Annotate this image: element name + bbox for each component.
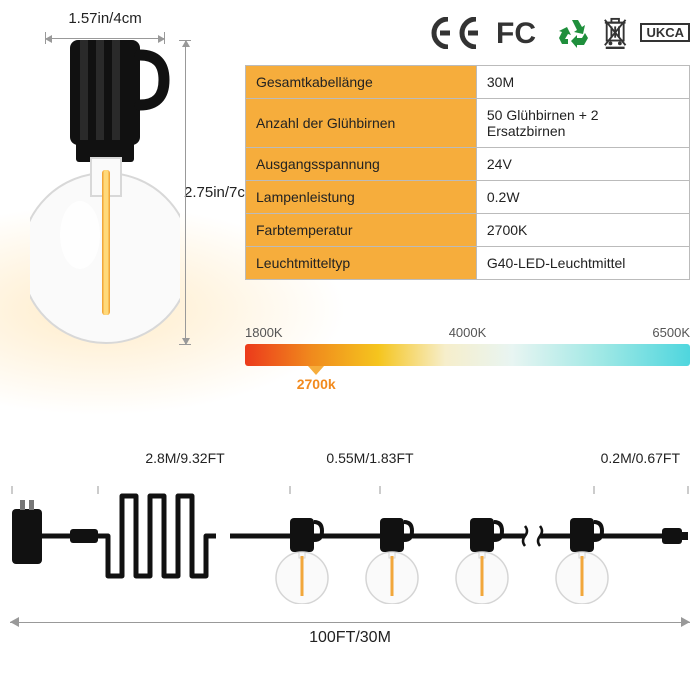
table-row: LeuchtmitteltypG40-LED-Leuchtmittel [246, 247, 690, 280]
certification-row: FC UK CA [430, 10, 690, 55]
ukca-top: UK [646, 26, 665, 39]
spec-key: Farbtemperatur [246, 214, 477, 247]
ct-gradient-bar [245, 344, 690, 366]
total-length-dimension: 100FT/30M [10, 622, 690, 647]
bulb-height-dimension: 2.75in/7cm [178, 40, 223, 345]
total-length-label: 100FT/30M [10, 629, 690, 647]
table-row: Farbtemperatur2700K [246, 214, 690, 247]
ct-min-label: 1800K [245, 325, 283, 340]
color-temp-scale: 1800K 4000K 6500K 2700k [245, 325, 690, 366]
ce-mark-icon [430, 17, 484, 49]
bulb-width-label: 1.57in/4cm [68, 10, 141, 27]
spec-key: Lampenleistung [246, 181, 477, 214]
recycle-icon [558, 17, 590, 49]
ct-marker-label: 2700k [297, 376, 336, 392]
spec-table: Gesamtkabellänge30M Anzahl der Glühbirne… [245, 65, 690, 280]
table-row: Lampenleistung0.2W [246, 181, 690, 214]
segment-2-label: 0.55M/1.83FT [270, 450, 470, 466]
segment-1-label: 2.8M/9.32FT [100, 450, 270, 466]
spec-key: Leuchtmitteltyp [246, 247, 477, 280]
fcc-mark-icon: FC [496, 17, 546, 49]
wire-svg [10, 474, 690, 604]
spec-key: Gesamtkabellänge [246, 66, 477, 99]
spec-value: 24V [476, 148, 689, 181]
spec-key: Ausgangsspannung [246, 148, 477, 181]
spec-value: 2700K [476, 214, 689, 247]
table-row: Ausgangsspannung24V [246, 148, 690, 181]
ukca-mark-icon: UK CA [640, 23, 690, 42]
spec-value: 0.2W [476, 181, 689, 214]
bulb-hero-illustration [30, 40, 180, 355]
segment-3-label: 0.2M/0.67FT [510, 450, 690, 466]
wiring-diagram: 2.8M/9.32FT 0.55M/1.83FT 0.2M/0.67FT [10, 450, 690, 680]
svg-text:FC: FC [496, 17, 536, 49]
spec-key: Anzahl der Glühbirnen [246, 99, 477, 148]
weee-bin-icon [602, 17, 628, 49]
ct-max-label: 6500K [652, 325, 690, 340]
ct-marker-triangle [308, 366, 324, 375]
ct-mid-label: 4000K [449, 325, 487, 340]
spec-value: 30M [476, 66, 689, 99]
spec-value: 50 Glühbirnen + 2 Ersatzbirnen [476, 99, 689, 148]
table-row: Anzahl der Glühbirnen50 Glühbirnen + 2 E… [246, 99, 690, 148]
spec-value: G40-LED-Leuchtmittel [476, 247, 689, 280]
table-row: Gesamtkabellänge30M [246, 66, 690, 99]
segment-labels: 2.8M/9.32FT 0.55M/1.83FT 0.2M/0.67FT [100, 450, 690, 466]
ukca-bottom: CA [665, 26, 684, 39]
